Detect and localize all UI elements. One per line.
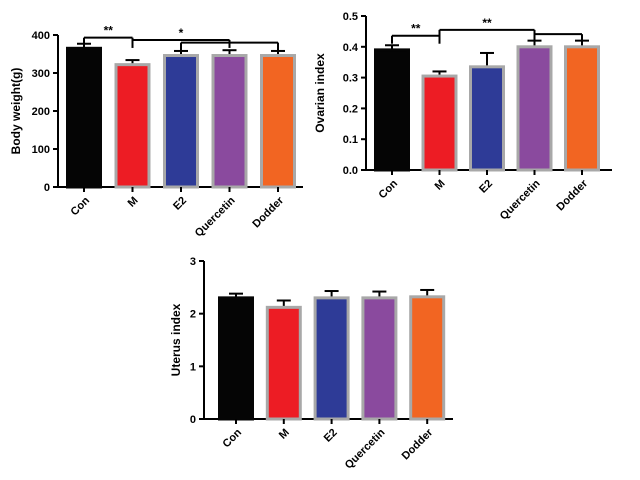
- x-tick-label: Con: [69, 194, 93, 218]
- bar-e2: [163, 54, 199, 189]
- x-tick-label: Quercetin: [498, 177, 543, 222]
- y-tick-label: 0.5: [343, 11, 358, 23]
- bar-con: [374, 48, 410, 172]
- bar-quercetin: [516, 45, 553, 172]
- y-tick-label: 0.4: [343, 42, 359, 54]
- y-tick-label: 0.3: [343, 73, 358, 85]
- significance-label: **: [104, 24, 114, 38]
- y-axis-title: Body weight(g): [9, 68, 23, 155]
- y-axis-title: Uterus index: [169, 303, 183, 376]
- y-tick-label: 2: [190, 309, 196, 321]
- y-tick-label: 300: [32, 68, 50, 80]
- bar-dodder: [409, 295, 446, 421]
- y-tick-label: 100: [32, 144, 50, 156]
- bar-m: [114, 63, 151, 189]
- y-tick-label: 400: [32, 30, 50, 42]
- bar-dodder: [564, 45, 600, 172]
- bar-e2: [313, 296, 350, 421]
- y-tick-label: 0: [190, 414, 196, 426]
- x-tick-label: M: [126, 195, 141, 210]
- x-tick-label: M: [433, 178, 448, 193]
- x-tick-label: Dodder: [250, 194, 286, 230]
- x-tick-label: E2: [171, 195, 189, 213]
- chart-3: 0 1 2 3 Uterus index Con M E2 Quercetin Dodder: [169, 256, 453, 471]
- bar-e2: [469, 65, 505, 172]
- x-tick-label: Quercetin: [343, 426, 388, 471]
- y-tick-label: 200: [32, 106, 50, 118]
- bar-quercetin: [361, 296, 398, 421]
- x-tick-label: Con: [377, 177, 401, 201]
- y-tick-label: 0.2: [343, 103, 358, 115]
- bar-quercetin: [211, 54, 248, 189]
- x-tick-label: Con: [221, 426, 245, 450]
- bar-con: [66, 46, 102, 189]
- bar-m: [265, 305, 302, 421]
- x-tick-label: Dodder: [554, 177, 590, 213]
- y-axis-title: Ovarian index: [313, 53, 327, 133]
- significance-label: *: [179, 26, 184, 40]
- x-tick-label: M: [277, 427, 292, 442]
- significance-label: **: [482, 16, 492, 30]
- y-tick-label: 1: [190, 361, 196, 373]
- y-tick-label: 0.1: [343, 134, 358, 146]
- y-tick-label: 3: [190, 256, 196, 268]
- x-tick-label: E2: [477, 178, 495, 196]
- significance-label: **: [411, 22, 421, 36]
- y-tick-label: 0.0: [343, 165, 358, 177]
- bar-m: [421, 74, 458, 172]
- x-tick-label: Quercetin: [193, 194, 238, 239]
- x-tick-label: Dodder: [400, 426, 436, 462]
- bar-dodder: [260, 54, 296, 189]
- y-tick-label: 0: [44, 182, 50, 194]
- chart-1: 0 100 200 300 400 Body weight(g) Con M E2 Quercet…: [9, 24, 303, 239]
- x-tick-label: E2: [322, 427, 340, 445]
- bar-con: [218, 296, 254, 421]
- chart-2: 0.0 0.1 0.2 0.3 0.4 0.5 Ovarian index Con M E2 Que…: [313, 11, 612, 222]
